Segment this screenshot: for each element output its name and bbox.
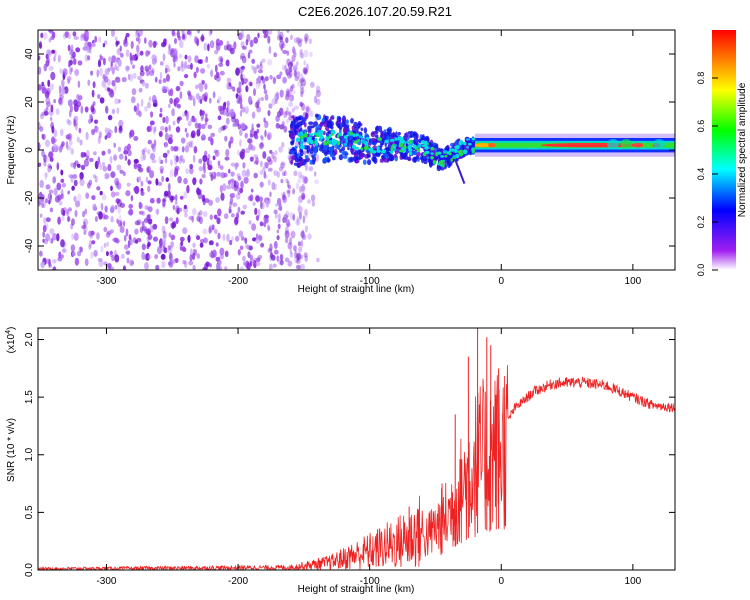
spectrogram-ytick-label: -40 bbox=[24, 238, 35, 253]
snr-ytick-label: 1.5 bbox=[24, 390, 35, 404]
spectrogram-xlabel: Height of straight line (km) bbox=[298, 284, 415, 295]
snr-scale-label: (x104) bbox=[5, 327, 17, 354]
snr-xtick-label: -200 bbox=[228, 576, 248, 587]
colorbar-tick-label: 0.8 bbox=[696, 72, 706, 85]
colorbar-tick-label: 0.4 bbox=[696, 168, 706, 181]
snr-xtick-label: 0 bbox=[498, 576, 504, 587]
snr-series-line bbox=[38, 364, 675, 570]
spectrogram-ytick-label: -20 bbox=[24, 190, 35, 205]
spectrogram-xtick-label: 100 bbox=[625, 276, 642, 287]
snr-ytick-label: 0.0 bbox=[24, 563, 35, 577]
snr-ticks: -300 -200 -100 0 100 0.0 0.5 1.0 1.5 2.0 bbox=[24, 328, 675, 587]
colorbar-ticks: 0.0 0.2 0.4 0.6 0.8 bbox=[696, 72, 718, 277]
spectrogram-ytick-label: 0 bbox=[24, 147, 35, 153]
colorbar-tick-label: 0.2 bbox=[696, 216, 706, 229]
snr-xtick-label: -300 bbox=[96, 576, 116, 587]
snr-ytick-label: 1.0 bbox=[24, 447, 35, 461]
noise-region bbox=[38, 30, 321, 270]
snr-frame bbox=[37, 327, 676, 571]
snr-xtick-label: 100 bbox=[625, 576, 642, 587]
transition-region bbox=[288, 112, 478, 184]
spectrogram-content bbox=[38, 30, 675, 270]
spectrogram-xtick-label: 0 bbox=[498, 276, 504, 287]
snr-content bbox=[38, 328, 675, 570]
svg-text:(x104): (x104) bbox=[5, 327, 17, 354]
colorbar-tick-label: 0.6 bbox=[696, 120, 706, 133]
spectrogram-ylabel: Frequency (Hz) bbox=[6, 116, 17, 185]
snr-panel: -300 -200 -100 0 100 0.0 0.5 1.0 1.5 2.0 Height o… bbox=[5, 327, 676, 595]
signal-band bbox=[474, 133, 675, 157]
snr-ylabel: SNR (10 * v/v) bbox=[6, 418, 17, 482]
snr-ytick-label: 0.5 bbox=[24, 505, 35, 519]
colorbar-tick-label: 0.0 bbox=[696, 264, 706, 277]
colorbar-label: Normalized spectral amplitude bbox=[737, 82, 748, 217]
snr-scale-exp: 4 bbox=[5, 330, 12, 334]
snr-xlabel: Height of straight line (km) bbox=[298, 584, 415, 595]
snr-scale-prefix: (x10 bbox=[6, 333, 17, 353]
snr-scale-close: ) bbox=[6, 327, 17, 330]
colorbar: 0.0 0.2 0.4 0.6 0.8 Normalized spectral ampl… bbox=[696, 30, 748, 276]
snr-xtick-label: -100 bbox=[360, 576, 380, 587]
spectrogram-xtick-label: -300 bbox=[96, 276, 116, 287]
descending-streak bbox=[454, 159, 466, 184]
colorbar-gradient bbox=[712, 30, 736, 270]
spectrogram-xtick-label: -100 bbox=[360, 276, 380, 287]
spectrogram-ytick-label: 40 bbox=[24, 48, 35, 60]
figure-title: C2E6.2026.107.20.59.R21 bbox=[298, 4, 452, 19]
spectrogram-xtick-label: -200 bbox=[228, 276, 248, 287]
snr-ytick-label: 2.0 bbox=[24, 332, 35, 346]
spectrogram-ytick-label: 20 bbox=[24, 96, 35, 108]
